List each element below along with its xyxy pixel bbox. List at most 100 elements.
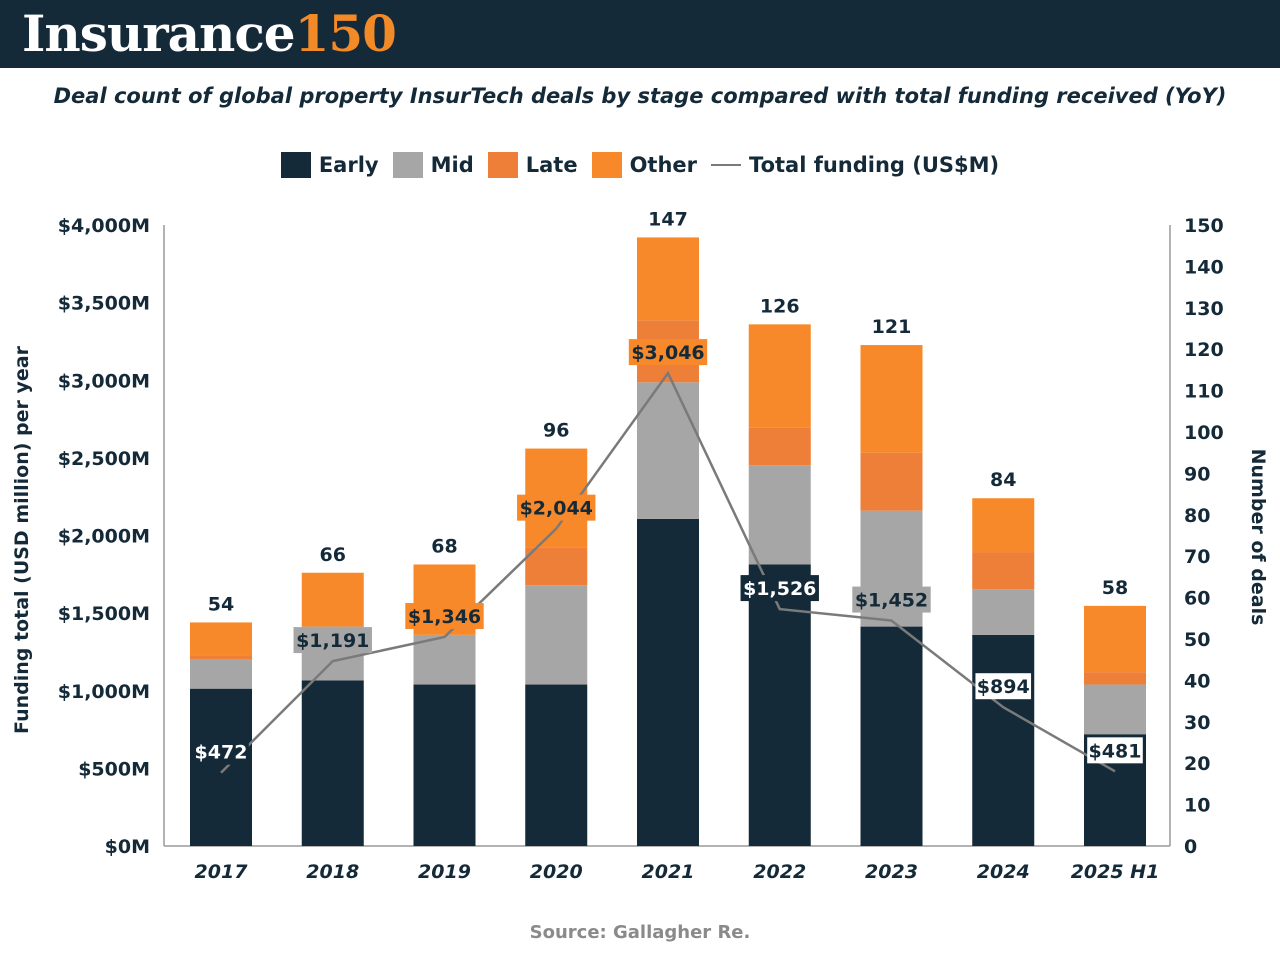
bar-early — [190, 688, 252, 846]
legend-item-other: Other — [591, 152, 698, 178]
right-axis-tick-label: 110 — [1184, 381, 1224, 403]
deal-count-label: 121 — [872, 316, 912, 338]
legend-label-early: Early — [318, 153, 379, 177]
deal-count-label: 58 — [1102, 577, 1128, 599]
left-axis-tick-label: $0M — [105, 836, 150, 858]
funding-label: $894 — [977, 676, 1030, 698]
x-axis-tick-label: 2021 — [642, 861, 695, 883]
funding-label: $472 — [195, 742, 248, 764]
deal-count-label: 147 — [648, 208, 688, 230]
legend-label-mid: Mid — [430, 153, 474, 177]
bar-late — [1084, 672, 1146, 685]
funding-label-box — [517, 494, 596, 521]
right-axis-title: Number of deals — [1247, 449, 1269, 626]
x-axis-tick-label: 2018 — [306, 861, 359, 883]
legend-line-total-funding — [711, 164, 742, 166]
chart-labels: 54 66 68 96 147 126 121 84 58 $472 $1,191 $1,346 $2,… — [193, 208, 1143, 765]
bar-other — [190, 622, 252, 656]
legend-swatch-mid — [392, 152, 423, 178]
legend-swatch-early — [280, 152, 311, 178]
funding-label: $2,044 — [520, 498, 593, 520]
right-axis-tick-label: 30 — [1184, 712, 1210, 734]
right-axis-tick-label: 150 — [1184, 215, 1224, 237]
right-axis-tick-label: 60 — [1184, 588, 1210, 610]
x-axis-tick-label: 2020 — [530, 861, 583, 883]
bar-other — [1084, 605, 1146, 673]
legend-label-total-funding: Total funding (US$M) — [749, 153, 1000, 177]
left-axis-tick-label: $2,500M — [58, 448, 150, 470]
chart-bars — [190, 237, 1146, 846]
brand-word: Insurance — [22, 4, 296, 63]
funding-label: $1,452 — [855, 590, 928, 612]
bar-late — [525, 547, 588, 586]
bar-other — [748, 324, 811, 428]
bar-other — [301, 572, 364, 627]
left-axis-tick-label: $1,500M — [58, 603, 150, 625]
funding-label-box — [193, 738, 249, 765]
funding-label: $1,526 — [743, 578, 816, 600]
deal-count-label: 66 — [320, 544, 346, 566]
bar-mid — [637, 382, 699, 519]
right-axis-tick-label: 50 — [1184, 629, 1210, 651]
right-axis-tick-label: 40 — [1184, 670, 1210, 692]
bar-early — [860, 626, 923, 846]
x-axis-tick-label: 2023 — [865, 861, 918, 883]
bar-mid — [525, 585, 588, 685]
brand-logo: Insurance150 — [22, 2, 397, 66]
bar-early — [972, 634, 1035, 846]
legend-label-other: Other — [629, 153, 698, 177]
bar-late — [972, 552, 1035, 590]
deal-count-label: 126 — [760, 295, 800, 317]
funding-label-box — [1087, 737, 1143, 764]
chart-legend: Early Mid Late Other Total funding (US$M… — [0, 152, 1280, 178]
funding-label-box — [852, 586, 931, 613]
left-axis-tick-label: $2,000M — [58, 526, 150, 548]
legend-label-late: Late — [525, 153, 578, 177]
bar-early — [525, 684, 588, 846]
right-axis-tick-label: 80 — [1184, 505, 1210, 527]
legend-swatch-other — [591, 152, 622, 178]
legend-item-early: Early — [280, 152, 379, 178]
bar-early — [637, 518, 699, 846]
bar-mid — [190, 659, 252, 689]
bar-other — [972, 498, 1035, 553]
deal-count-label: 96 — [543, 420, 569, 442]
funding-label-box — [975, 673, 1032, 700]
deal-count-label: 54 — [208, 593, 234, 615]
deal-count-label: 68 — [431, 535, 457, 557]
left-axis-tick-label: $1,000M — [58, 681, 150, 703]
right-axis-tick-label: 130 — [1184, 298, 1224, 320]
x-axis-tick-label: 2017 — [195, 861, 249, 883]
legend-item-total-funding: Total funding (US$M) — [711, 153, 999, 177]
left-axis-tick-label: $4,000M — [58, 215, 150, 237]
funding-label: $481 — [1089, 740, 1142, 762]
legend-item-late: Late — [487, 152, 578, 178]
right-axis-tick-label: 90 — [1184, 463, 1210, 485]
bar-other — [637, 237, 699, 321]
funding-label: $3,046 — [631, 342, 704, 364]
right-axis-tick-label: 120 — [1184, 339, 1224, 361]
funding-label-box — [293, 627, 372, 654]
right-axis-tick-label: 0 — [1184, 836, 1197, 858]
deal-count-label: 84 — [990, 469, 1016, 491]
funding-label: $1,191 — [296, 630, 369, 652]
bar-mid — [413, 634, 476, 685]
left-axis-tick-label: $500M — [78, 758, 150, 780]
bar-early — [301, 680, 364, 846]
bar-other — [860, 345, 923, 453]
left-axis-title: Funding total (USD million) per year — [11, 345, 33, 734]
funding-label-box — [740, 575, 819, 602]
right-axis-tick-label: 70 — [1184, 546, 1210, 568]
bar-late — [748, 427, 811, 466]
x-axis-tick-label: 2019 — [418, 861, 471, 883]
chart-axes: $0M $500M $1,000M $1,500M $2,000M $2,500M $3,0… — [11, 215, 1269, 883]
legend-swatch-late — [487, 152, 518, 178]
bar-late — [190, 655, 252, 660]
left-axis-tick-label: $3,000M — [58, 370, 150, 392]
brand-number: 150 — [294, 4, 397, 63]
right-axis-tick-label: 10 — [1184, 795, 1210, 817]
x-axis-tick-label: 2025 H1 — [1071, 861, 1160, 883]
x-axis-tick-label: 2024 — [977, 861, 1030, 883]
bar-mid — [748, 465, 811, 565]
